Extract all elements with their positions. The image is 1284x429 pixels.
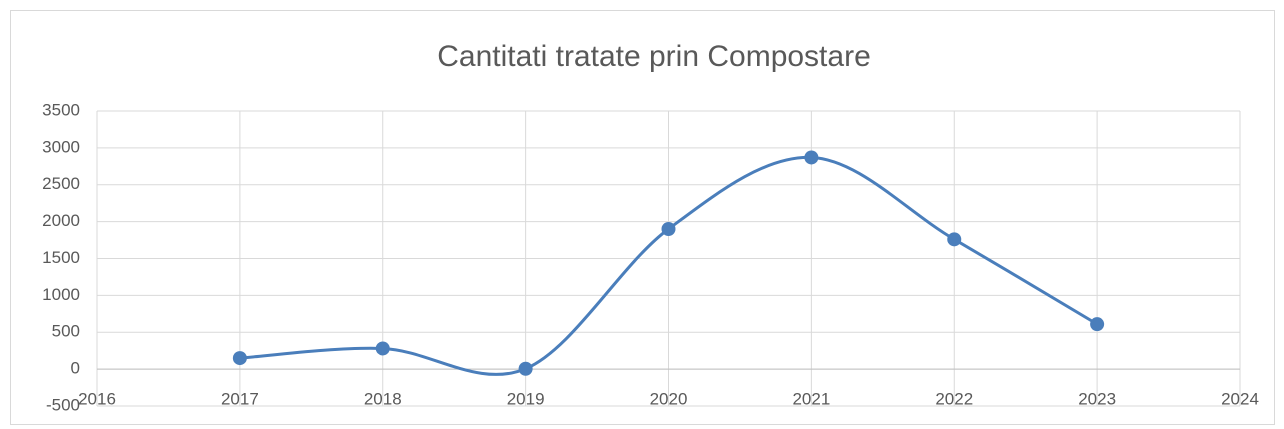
data-point xyxy=(518,361,533,376)
y-tick-label: 3000 xyxy=(42,137,80,156)
chart-border xyxy=(10,10,1275,425)
x-tick-label: 2021 xyxy=(792,389,830,408)
data-point xyxy=(232,351,247,366)
data-point xyxy=(375,341,390,356)
y-tick-label: 1000 xyxy=(42,285,80,304)
x-tick-label: 2022 xyxy=(935,389,973,408)
y-tick-label: 500 xyxy=(52,322,80,341)
data-point xyxy=(947,232,962,247)
x-tick-label: 2019 xyxy=(507,389,545,408)
y-tick-label: 0 xyxy=(71,359,80,378)
x-tick-label: 2023 xyxy=(1078,389,1116,408)
x-tick-label: 2018 xyxy=(364,389,402,408)
y-tick-label: 3500 xyxy=(42,100,80,119)
data-point xyxy=(661,222,676,236)
x-tick-label: 2020 xyxy=(650,389,688,408)
y-tick-label: 2500 xyxy=(42,174,80,193)
x-tick-label: 2024 xyxy=(1221,389,1259,408)
x-tick-label: 2017 xyxy=(221,389,259,408)
y-tick-label: 1500 xyxy=(42,248,80,267)
chart-title: Cantitati tratate prin Compostare xyxy=(437,40,871,73)
x-tick-label: 2016 xyxy=(78,389,116,408)
y-tick-label: -500 xyxy=(46,395,80,414)
data-point xyxy=(1090,317,1105,332)
data-point xyxy=(804,150,819,165)
y-tick-label: 2000 xyxy=(42,211,80,230)
